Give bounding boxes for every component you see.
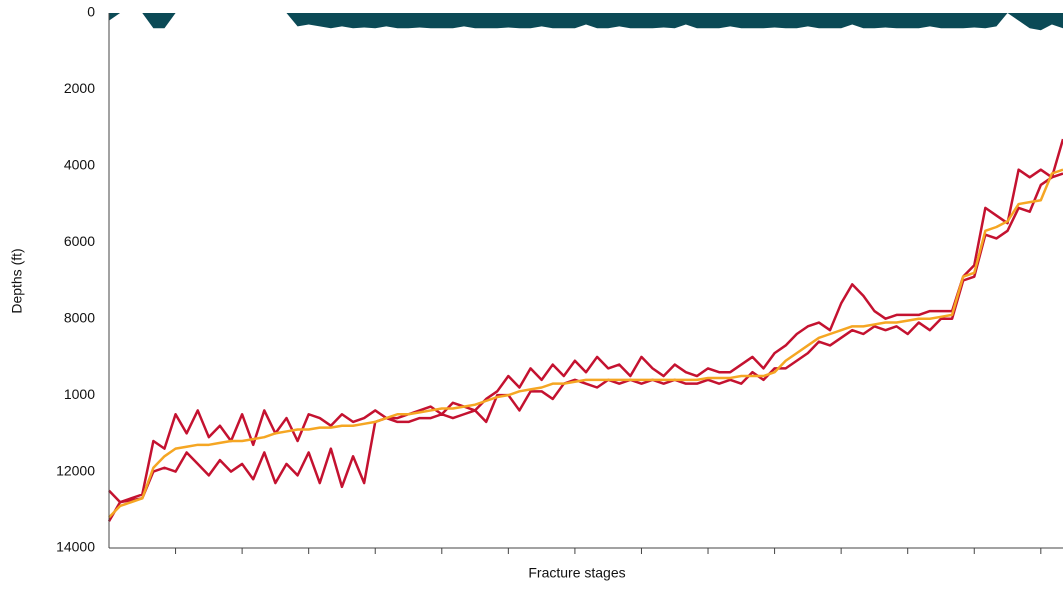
y-tick-label: 8000 — [64, 309, 95, 325]
line — [108, 138, 1063, 504]
y-tick-label: 4000 — [64, 157, 95, 173]
line — [108, 168, 1063, 519]
y-tick-label: 14000 — [56, 539, 95, 555]
y-tick-label: 1000 — [64, 386, 95, 402]
area — [109, 13, 1063, 31]
x-axis-label: Fracture stages — [528, 565, 625, 581]
y-tick-label: 6000 — [64, 233, 95, 249]
y-tick-label: 2000 — [64, 80, 95, 96]
y-tick-label: 0 — [87, 4, 95, 20]
line — [107, 172, 1063, 522]
y-tick-label: 12000 — [56, 462, 95, 478]
y-axis-label: Depths (ft) — [9, 248, 25, 313]
